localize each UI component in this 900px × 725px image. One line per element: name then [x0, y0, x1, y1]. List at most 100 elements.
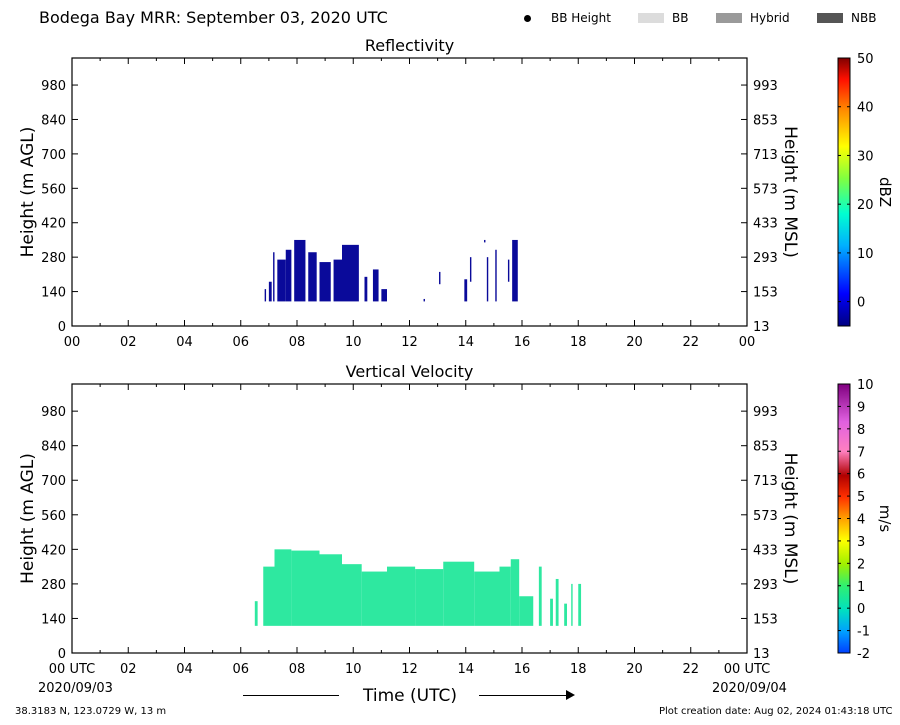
x-tick-label: 04: [176, 662, 193, 677]
x-tick-label: 20: [626, 335, 643, 350]
legend-label: BB Height: [551, 11, 611, 25]
x-tick-label: 22: [682, 335, 699, 350]
x-tick-label: 00: [739, 335, 756, 350]
echo-block: [364, 276, 368, 302]
y-right-axis-label: Height (m MSL): [780, 126, 800, 258]
legend-label: NBB: [851, 11, 877, 25]
y-tick-label: 0: [58, 320, 66, 335]
y-tick-label: 840: [41, 440, 66, 455]
echo-block: [277, 259, 286, 302]
echo-block: [564, 603, 567, 626]
y-tick-label: 420: [41, 543, 66, 558]
legend-item-nbb: NBB: [817, 11, 876, 25]
x-tick-label: 16: [514, 335, 531, 350]
colorbar-tick-label: -2: [857, 647, 870, 662]
x-tick-label: 00: [64, 335, 81, 350]
colorbar-tick-label: 50: [857, 52, 874, 67]
x-axis-label: Time (UTC): [363, 686, 457, 706]
echo-block: [495, 249, 497, 302]
echo-block: [469, 257, 472, 282]
echo-block: [372, 269, 379, 302]
y-tick-label: 280: [41, 251, 66, 266]
legend-label: BB: [672, 11, 689, 25]
echo-block: [474, 571, 500, 626]
echo-block: [439, 271, 441, 285]
y-right-tick-label: 993: [753, 79, 778, 94]
plot-creation-date: Plot creation date: Aug 02, 2024 01:43:1…: [659, 706, 893, 717]
echo-block: [291, 550, 320, 626]
y-right-tick-label: 573: [753, 509, 778, 524]
x-tick-label: 22: [682, 662, 699, 677]
colorbar-tick-label: 3: [857, 535, 865, 550]
colorbar-tick-label: 5: [857, 490, 865, 505]
echo-block: [387, 566, 416, 626]
echo-block: [381, 289, 387, 302]
legend-item-bb: BB: [638, 11, 688, 25]
y-right-tick-label: 13: [753, 647, 770, 662]
x-tick-label: 02: [120, 662, 137, 677]
legend-item-hybrid: Hybrid: [716, 11, 790, 25]
echo-block: [268, 281, 272, 302]
echo-block: [484, 239, 486, 243]
y-right-tick-label: 153: [753, 286, 778, 301]
legend-item-bb-height: BB Height: [524, 11, 611, 25]
colorbar-tick-label: 1: [857, 580, 865, 595]
x-tick-label: 02: [120, 335, 137, 350]
y-right-tick-label: 433: [753, 217, 778, 232]
y-right-tick-label: 433: [753, 543, 778, 558]
echo-block: [294, 239, 306, 302]
panel-title: Vertical Velocity: [346, 362, 474, 381]
echo-block: [512, 239, 518, 302]
echo-block: [486, 257, 489, 302]
colorbar-tick-label: 10: [857, 247, 874, 262]
y-axis-label: Height (m AGL): [18, 453, 38, 584]
colorbar-tick-label: 10: [857, 378, 874, 393]
echo-block: [361, 571, 387, 626]
echo-block: [333, 259, 342, 302]
panel-title: Reflectivity: [365, 36, 454, 55]
y-right-tick-label: 853: [753, 440, 778, 455]
y-right-tick-label: 993: [753, 405, 778, 420]
echo-block: [499, 566, 511, 626]
echo-block: [538, 566, 542, 626]
swatch-icon: [716, 13, 742, 23]
echo-block: [443, 561, 475, 626]
echo-block: [273, 252, 275, 302]
echo-block: [571, 583, 573, 626]
colorbar: [837, 57, 851, 327]
dot-icon: [524, 14, 531, 22]
colorbar-tick-label: 20: [857, 198, 874, 213]
y-tick-label: 280: [41, 578, 66, 593]
echo-block: [510, 559, 520, 626]
x-tick-label: 16: [514, 662, 531, 677]
echo-block: [415, 569, 444, 626]
x-tick-label: 14: [457, 662, 474, 677]
y-tick-label: 980: [41, 405, 66, 420]
y-right-axis-label: Height (m MSL): [780, 453, 800, 585]
arrow-right-icon: [566, 690, 575, 700]
x-tick-label: 08: [289, 662, 306, 677]
colorbar-tick-label: 30: [857, 149, 874, 164]
x-tick-label: 20: [626, 662, 643, 677]
x-tick-label: 18: [570, 662, 587, 677]
y-tick-label: 560: [41, 509, 66, 524]
x-tick-label: 04: [176, 335, 193, 350]
echo-block: [550, 598, 553, 626]
echo-block: [342, 564, 362, 626]
y-tick-label: 980: [41, 79, 66, 94]
echo-block: [254, 601, 258, 626]
echo-block: [285, 249, 292, 302]
x-tick-label: 10: [345, 335, 362, 350]
y-right-tick-label: 153: [753, 612, 778, 627]
y-tick-label: 140: [41, 286, 66, 301]
x-axis-left-line: [243, 695, 339, 696]
echo-block: [423, 298, 425, 302]
x-tick-label: 00 UTC: [724, 662, 770, 677]
x-tick-label: 06: [232, 662, 249, 677]
colorbar-tick-label: 9: [857, 400, 865, 415]
colorbar-tick-label: 7: [857, 445, 865, 460]
x-tick-label: 08: [289, 335, 306, 350]
echo-block: [308, 252, 317, 302]
echo-block: [464, 279, 468, 302]
